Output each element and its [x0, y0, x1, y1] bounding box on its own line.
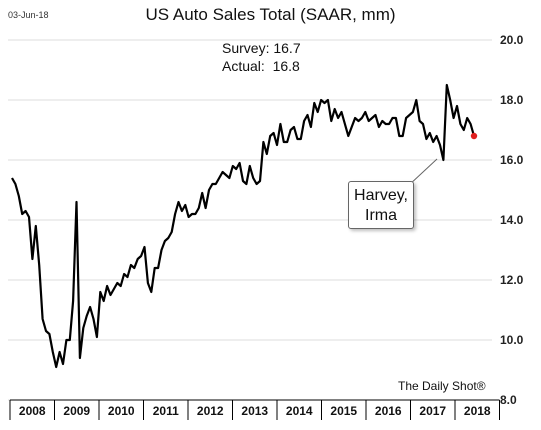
- callout-line-1: Harvey,: [354, 187, 408, 204]
- y-axis-ticks: 8.0 10.0 12.0 14.0 16.0 18.0 20.0: [500, 33, 524, 407]
- actual-value: Actual: 16.8: [222, 58, 300, 74]
- y-tick-label: 20.0: [500, 33, 524, 47]
- x-tick-label: 2014: [286, 404, 313, 418]
- x-tick-label: 2017: [419, 404, 446, 418]
- y-tick-label: 16.0: [500, 153, 524, 167]
- x-tick-label: 2012: [197, 404, 224, 418]
- y-tick-label: 10.0: [500, 333, 524, 347]
- x-tick-label: 2010: [108, 404, 135, 418]
- chart-date: 03-Jun-18: [8, 10, 49, 20]
- x-tick-label: 2013: [241, 404, 268, 418]
- harvey-irma-callout: Harvey, Irma: [348, 181, 414, 229]
- x-tick-label: 2008: [19, 404, 46, 418]
- x-tick-label: 2015: [330, 404, 357, 418]
- source-label: The Daily Shot®: [398, 379, 486, 393]
- y-tick-label: 8.0: [500, 393, 517, 407]
- survey-value: Survey: 16.7: [222, 40, 301, 56]
- sales-series-line: [11, 83, 476, 369]
- x-tick-label: 2018: [464, 404, 491, 418]
- x-tick-label: 2009: [63, 404, 90, 418]
- x-tick-label: 2011: [153, 404, 179, 418]
- last-point-marker: [470, 132, 478, 140]
- x-tick-label: 2016: [375, 404, 402, 418]
- x-axis: 2008 2009 2010 2011 2012 2013 2014 2015 2016 2017…: [9, 399, 500, 420]
- chart-title: US Auto Sales Total (SAAR, mm): [145, 5, 396, 24]
- gridlines: [8, 39, 492, 401]
- y-tick-label: 18.0: [500, 93, 524, 107]
- y-tick-label: 12.0: [500, 273, 524, 287]
- y-tick-label: 14.0: [500, 213, 524, 227]
- callout-line-2: Irma: [365, 207, 397, 224]
